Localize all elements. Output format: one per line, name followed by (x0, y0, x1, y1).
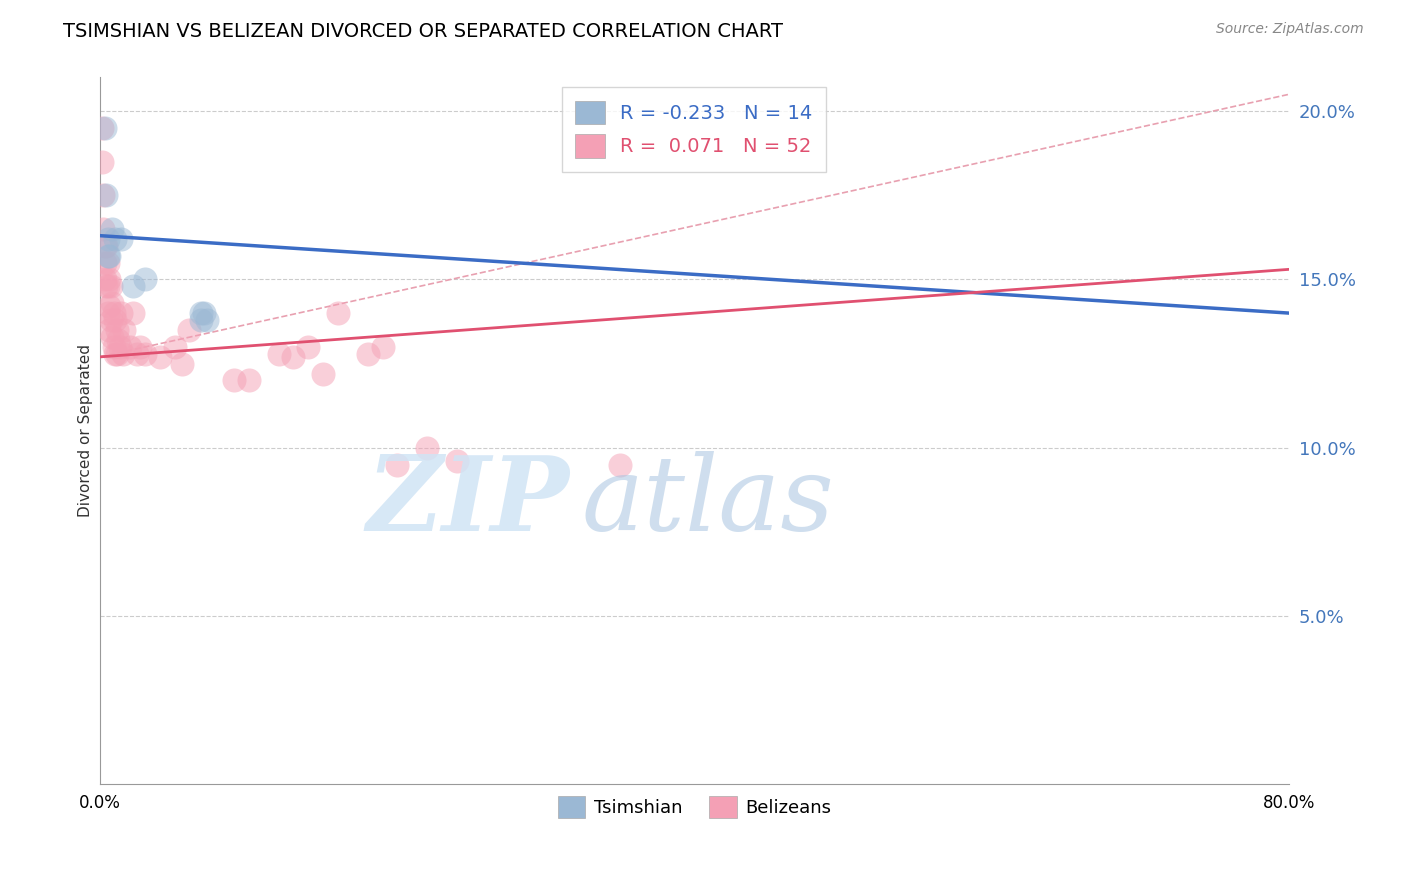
Point (387, 458, 409, 472)
Point (107, 333, 129, 347)
Point (98, 272, 121, 286)
Text: ZIP: ZIP (367, 450, 569, 552)
Point (90, 120, 112, 135)
Point (98, 299, 121, 313)
Point (149, 350, 172, 364)
Point (98, 249, 121, 263)
Point (312, 367, 335, 381)
Point (93, 239, 115, 253)
Point (93, 255, 115, 269)
Point (110, 232, 132, 246)
Point (357, 346, 380, 360)
Point (100, 279, 122, 293)
Point (112, 323, 135, 337)
Point (193, 306, 215, 320)
Point (190, 313, 212, 327)
Point (446, 454, 468, 468)
Y-axis label: Divorced or Separated: Divorced or Separated (79, 344, 93, 517)
Point (111, 346, 134, 360)
Point (101, 329, 124, 343)
Text: TSIMSHIAN VS BELIZEAN DIVORCED OR SEPARATED CORRELATION CHART: TSIMSHIAN VS BELIZEAN DIVORCED OR SEPARA… (63, 22, 783, 41)
Point (108, 340, 131, 354)
Point (283, 350, 305, 364)
Point (127, 346, 149, 360)
Point (163, 340, 186, 354)
Point (170, 357, 193, 371)
Point (96, 239, 118, 253)
Legend: Tsimshian, Belizeans: Tsimshian, Belizeans (551, 789, 839, 825)
Point (96, 188, 118, 202)
Point (122, 279, 145, 293)
Point (195, 313, 218, 327)
Point (97, 255, 120, 269)
Point (104, 232, 127, 246)
Point (100, 313, 122, 327)
Point (101, 296, 124, 310)
Point (326, 306, 349, 320)
Point (609, 458, 631, 472)
Point (190, 306, 212, 320)
Point (93, 272, 115, 286)
Point (129, 340, 152, 354)
Point (122, 306, 145, 320)
Point (104, 346, 127, 360)
Point (90, 154, 112, 169)
Point (134, 272, 156, 286)
Point (105, 323, 128, 337)
Point (267, 346, 290, 360)
Point (97, 279, 120, 293)
Point (93, 120, 115, 135)
Point (238, 373, 260, 387)
Point (297, 340, 319, 354)
Text: atlas: atlas (582, 450, 835, 552)
Point (98, 323, 121, 337)
Point (104, 313, 127, 327)
Point (103, 306, 125, 320)
Point (416, 441, 439, 455)
Point (118, 340, 141, 354)
Point (91, 188, 114, 202)
Text: Source: ZipAtlas.com: Source: ZipAtlas.com (1216, 22, 1364, 37)
Point (91, 222, 114, 236)
Point (222, 373, 245, 387)
Point (97, 232, 120, 246)
Point (97, 249, 120, 263)
Point (179, 323, 201, 337)
Point (110, 306, 132, 320)
Point (96, 279, 118, 293)
Point (134, 346, 156, 360)
Point (101, 222, 124, 236)
Point (97, 306, 120, 320)
Point (105, 346, 128, 360)
Point (103, 340, 125, 354)
Point (371, 340, 394, 354)
